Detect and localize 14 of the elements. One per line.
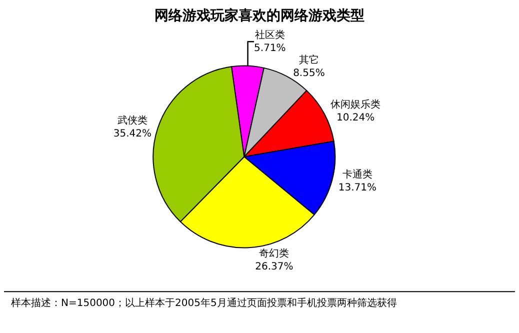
data-label: 35.42%: [113, 128, 152, 140]
slice-label: 武侠类: [117, 114, 148, 127]
data-label: 5.71%: [254, 43, 286, 54]
slice-label: 卡通类: [342, 168, 372, 180]
slice-label: 其它: [298, 54, 319, 66]
data-label: 8.55%: [293, 68, 325, 80]
data-label: 10.24%: [336, 112, 375, 124]
text: 样本描述：N=150000；以上样本于2005年5月通过页面投票和手机投票两种筛选获得: [11, 297, 397, 309]
slice-label: 社区类: [254, 29, 285, 42]
data-label: 13.71%: [338, 182, 377, 194]
slice-label: 休闲娱乐类: [330, 98, 381, 110]
data-label: 26.37%: [255, 262, 294, 273]
slice-label: 奇幻类: [259, 248, 290, 260]
chart-title: 网络游戏玩家喜欢的网络游戏类型: [154, 6, 364, 24]
